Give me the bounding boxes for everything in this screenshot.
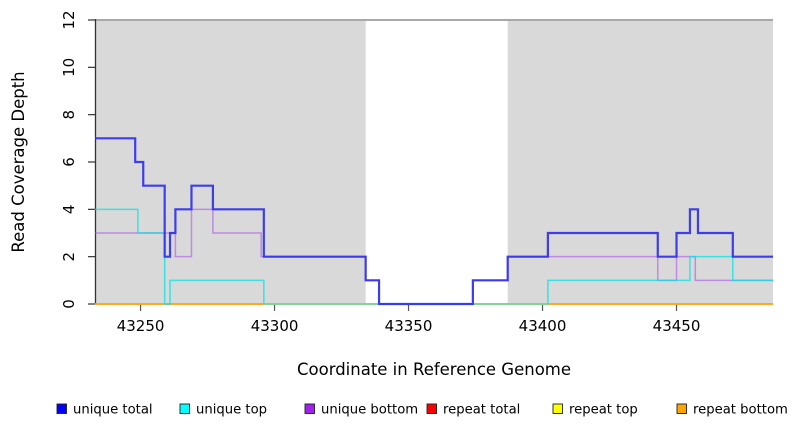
y-tick-label: 4 (60, 205, 78, 215)
y-tick-label: 10 (60, 58, 78, 77)
legend-swatch (676, 403, 687, 414)
x-tick-label: 43300 (251, 317, 299, 335)
shaded-regions (95, 21, 773, 304)
legend-label: repeat top (569, 403, 638, 418)
y-tick-label: 0 (60, 299, 78, 309)
legend-label: repeat total (443, 403, 520, 418)
y-tick-label: 6 (60, 157, 78, 167)
x-tick-label: 43450 (653, 317, 701, 335)
x-axis-title: Coordinate in Reference Genome (297, 360, 571, 379)
legend-label: unique top (196, 403, 267, 418)
legend-swatch (304, 403, 315, 414)
x-tick-label: 43250 (117, 317, 165, 335)
y-tick-label: 8 (60, 110, 78, 120)
legend-item: unique bottom (304, 403, 418, 418)
tick-labels: 0 2 4 6 8 10 12 43250 43300 43350 43400 43450 (60, 10, 700, 335)
legend-item: repeat top (552, 403, 638, 418)
legend-swatch (56, 403, 67, 414)
legend-label: unique bottom (321, 403, 418, 418)
legend-swatch (426, 403, 437, 414)
legend-item: unique total (56, 403, 153, 418)
series-unique-total (95, 137, 773, 306)
y-axis-title: Read Coverage Depth (9, 71, 28, 252)
x-tick-label: 43350 (385, 317, 433, 335)
legend: unique total unique top unique bottom repea… (56, 403, 788, 418)
x-tick-label: 43400 (519, 317, 567, 335)
series-lines (95, 137, 773, 306)
legend-label: repeat bottom (693, 403, 788, 418)
axes (88, 19, 678, 311)
y-tick-label: 12 (60, 10, 78, 29)
legend-label: unique total (73, 403, 153, 418)
legend-item: repeat total (426, 403, 520, 418)
legend-item: repeat bottom (676, 403, 788, 418)
y-tick-label: 2 (60, 252, 78, 262)
legend-swatch (179, 403, 190, 414)
legend-item: unique top (179, 403, 267, 418)
legend-swatch (552, 403, 563, 414)
series-unique-top (95, 208, 773, 305)
